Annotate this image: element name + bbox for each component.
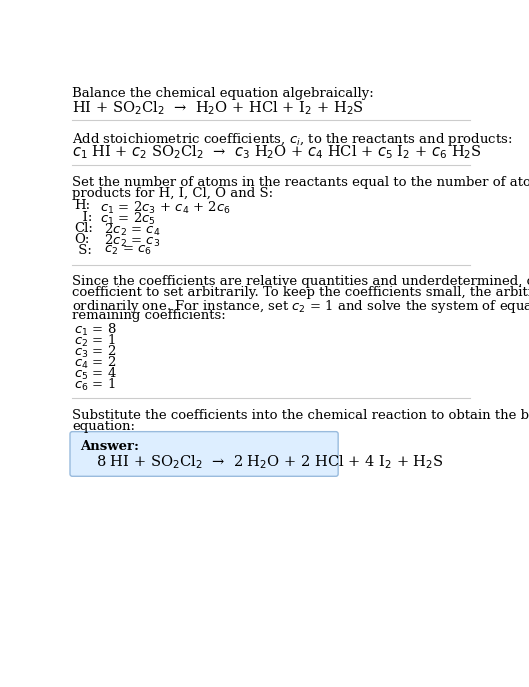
Text: 2$c_2$ = $c_4$: 2$c_2$ = $c_4$ (96, 222, 160, 238)
Text: coefficient to set arbitrarily. To keep the coefficients small, the arbitrary va: coefficient to set arbitrarily. To keep … (72, 286, 529, 300)
Text: Balance the chemical equation algebraically:: Balance the chemical equation algebraica… (72, 87, 374, 100)
Text: Set the number of atoms in the reactants equal to the number of atoms in the: Set the number of atoms in the reactants… (72, 176, 529, 189)
Text: remaining coefficients:: remaining coefficients: (72, 309, 226, 322)
Text: $c_1$ = 2$c_5$: $c_1$ = 2$c_5$ (96, 211, 156, 227)
Text: I:: I: (74, 211, 92, 224)
Text: $c_1$ = 8: $c_1$ = 8 (74, 322, 116, 337)
Text: $c_4$ = 2: $c_4$ = 2 (74, 355, 116, 371)
Text: H:: H: (74, 199, 90, 212)
Text: ordinarily one. For instance, set $c_2$ = 1 and solve the system of equations fo: ordinarily one. For instance, set $c_2$ … (72, 297, 529, 315)
Text: $c_2$ = $c_6$: $c_2$ = $c_6$ (96, 244, 152, 257)
Text: $c_5$ = 4: $c_5$ = 4 (74, 366, 117, 382)
Text: $c_1$ = 2$c_3$ + $c_4$ + 2$c_6$: $c_1$ = 2$c_3$ + $c_4$ + 2$c_6$ (96, 199, 230, 216)
Text: $c_2$ = 1: $c_2$ = 1 (74, 333, 115, 349)
FancyBboxPatch shape (70, 431, 338, 476)
Text: O:: O: (74, 233, 89, 246)
Text: Answer:: Answer: (80, 440, 139, 453)
Text: Cl:: Cl: (74, 222, 93, 235)
Text: 2$c_2$ = $c_3$: 2$c_2$ = $c_3$ (96, 233, 160, 249)
Text: products for H, I, Cl, O and S:: products for H, I, Cl, O and S: (72, 187, 273, 200)
Text: Since the coefficients are relative quantities and underdetermined, choose a: Since the coefficients are relative quan… (72, 275, 529, 289)
Text: S:: S: (74, 244, 92, 257)
Text: HI + SO$_2$Cl$_2$  →  H$_2$O + HCl + I$_2$ + H$_2$S: HI + SO$_2$Cl$_2$ → H$_2$O + HCl + I$_2$… (72, 99, 364, 117)
Text: $c_3$ = 2: $c_3$ = 2 (74, 344, 116, 360)
Text: equation:: equation: (72, 420, 135, 433)
Text: 8 HI + SO$_2$Cl$_2$  →  2 H$_2$O + 2 HCl + 4 I$_2$ + H$_2$S: 8 HI + SO$_2$Cl$_2$ → 2 H$_2$O + 2 HCl +… (96, 453, 443, 471)
Text: Substitute the coefficients into the chemical reaction to obtain the balanced: Substitute the coefficients into the che… (72, 409, 529, 422)
Text: $c_6$ = 1: $c_6$ = 1 (74, 377, 115, 394)
Text: $c_1$ HI + $c_2$ SO$_2$Cl$_2$  →  $c_3$ H$_2$O + $c_4$ HCl + $c_5$ I$_2$ + $c_6$: $c_1$ HI + $c_2$ SO$_2$Cl$_2$ → $c_3$ H$… (72, 144, 482, 161)
Text: Add stoichiometric coefficients, $c_i$, to the reactants and products:: Add stoichiometric coefficients, $c_i$, … (72, 131, 513, 148)
